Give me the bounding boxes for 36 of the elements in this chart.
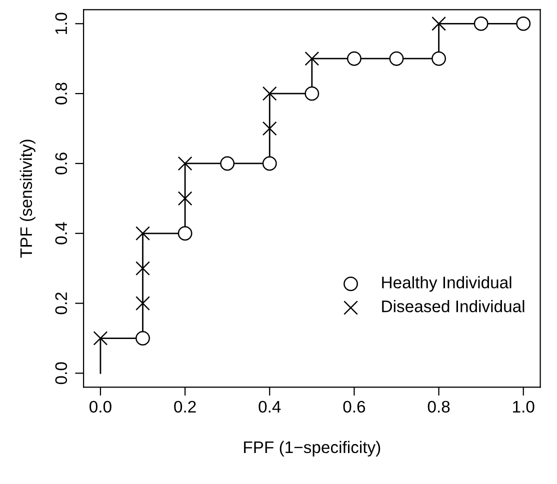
point: [347, 51, 362, 66]
point: [93, 331, 108, 346]
x-tick-label: 0.2: [174, 400, 196, 413]
y-tick-label: 0.6: [55, 152, 68, 174]
x-axis-title: FPF (1−specificity): [244, 440, 380, 456]
point: [516, 16, 531, 31]
point: [262, 121, 277, 136]
legend-label: Diseased Individual: [382, 300, 524, 312]
point: [304, 86, 320, 101]
x-tick-label: 0.6: [343, 400, 366, 413]
legend-label: Healthy Individual: [382, 276, 512, 292]
y-tick-label: 0.4: [55, 222, 68, 244]
x-tick-label: 0.4: [258, 400, 281, 413]
point: [262, 86, 277, 101]
point: [474, 16, 488, 31]
point: [220, 156, 235, 171]
x-tick-label: 1.0: [513, 400, 534, 413]
y-tick-label: 1.0: [55, 12, 68, 34]
point: [304, 51, 320, 66]
x-tick-label: 0.0: [90, 400, 112, 413]
point: [136, 261, 150, 276]
x-tick-label: 0.8: [428, 400, 450, 413]
point: [432, 51, 446, 66]
point: [178, 156, 192, 171]
point: [136, 331, 150, 346]
point: [136, 296, 150, 311]
point: [178, 191, 192, 206]
y-tick-label: 0.2: [55, 292, 68, 314]
point: [178, 226, 192, 241]
y-axis-title: TPF (sensitivity): [20, 140, 36, 258]
y-tick-label: 0.0: [55, 362, 68, 384]
point: [389, 51, 404, 66]
point: [136, 226, 150, 241]
point: [262, 156, 277, 171]
point: [432, 16, 446, 31]
y-tick-label: 0.8: [55, 82, 68, 105]
